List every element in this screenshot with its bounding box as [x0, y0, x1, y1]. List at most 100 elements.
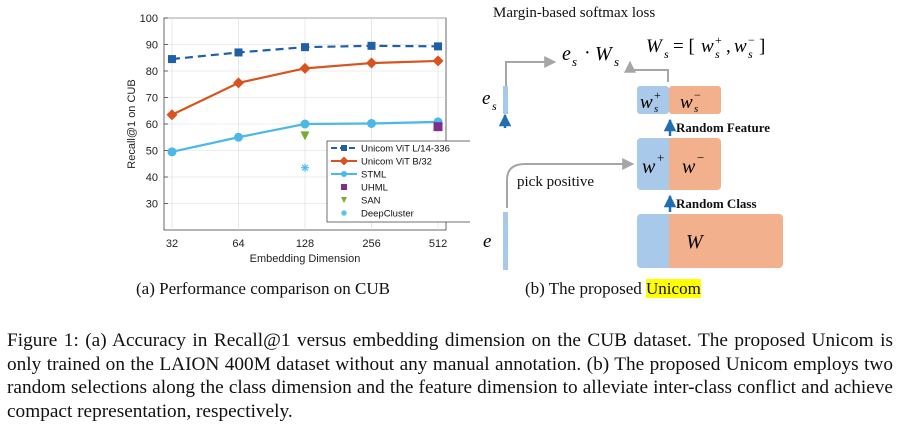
unicom-diagram: Margin-based softmax loss e s · W s W s …: [482, 5, 783, 270]
legend-label: DeepCluster: [361, 209, 414, 220]
e-label: e: [483, 231, 491, 252]
ws-block: w + s w − s: [637, 86, 721, 115]
svg-text:w: w: [680, 92, 693, 113]
W-block: W: [637, 214, 783, 268]
svg-text:s: s: [572, 54, 577, 69]
unicom-highlight: Unicom: [646, 279, 701, 298]
x-axis-label: Embedding Dimension: [250, 253, 361, 265]
series-unicom-vit-l-14-336: [167, 41, 443, 64]
loss-label: Margin-based softmax loss: [493, 5, 655, 21]
y-tick-label: 30: [146, 199, 158, 211]
svg-text:·: ·: [584, 42, 591, 64]
svg-text:−: −: [694, 88, 701, 102]
svg-text:+: +: [715, 33, 722, 47]
y-tick-label: 80: [146, 66, 158, 78]
svg-text:,: ,: [726, 36, 731, 57]
e-bar: [503, 212, 508, 270]
series-deepcluster: [301, 163, 309, 172]
svg-text:w: w: [642, 156, 656, 178]
y-tick-label: 60: [146, 119, 158, 131]
es-label: e s: [482, 88, 497, 113]
subcaption-a: (a) Performance comparison on CUB: [136, 279, 390, 298]
arrow-ws-to-product: [624, 60, 669, 82]
svg-text:s: s: [715, 47, 720, 61]
legend-label: Unicom ViT B/32: [361, 157, 432, 168]
svg-text:s: s: [492, 99, 497, 113]
data-point: [233, 132, 243, 142]
data-point: [341, 210, 347, 216]
recall-chart: 30 40 50 60 70 80 90 100 32 64 128 256 512 Embeddin…: [126, 13, 470, 265]
svg-text:+: +: [654, 88, 661, 102]
legend-label: STML: [361, 170, 386, 181]
legend-box: [326, 140, 470, 223]
y-tick-label: 70: [146, 93, 158, 105]
svg-text:]: ]: [759, 36, 765, 57]
x-tick-label: 512: [429, 238, 447, 250]
random-feature-label: Random Feature: [676, 120, 770, 135]
svg-text:s: s: [654, 103, 658, 115]
figure-caption: Figure 1: (a) Accuracy in Recall@1 versu…: [7, 330, 893, 422]
svg-text:w: w: [640, 92, 653, 113]
data-point: [341, 171, 347, 177]
series-unicom-vit-b-32: [166, 55, 444, 121]
data-point: [432, 55, 444, 67]
data-point: [341, 145, 347, 151]
data-point: [339, 156, 349, 166]
x-tick-labels: 32 64 128 256 512: [166, 238, 447, 250]
svg-text:e: e: [562, 43, 571, 65]
x-tick-label: 64: [232, 238, 244, 250]
data-point: [301, 163, 309, 172]
svg-text:e: e: [482, 88, 490, 109]
svg-text:+: +: [657, 150, 664, 165]
legend-item: DeepCluster: [341, 209, 414, 220]
data-point: [301, 43, 309, 52]
data-point: [234, 48, 243, 57]
pick-positive-arrow: [506, 158, 635, 208]
svg-text:W: W: [646, 36, 664, 57]
data-point: [166, 109, 178, 121]
legend-item: Unicom ViT L/14-336: [331, 144, 450, 155]
y-tick-labels: 30 40 50 60 70 80 90 100: [140, 13, 158, 211]
y-tick-label: 50: [146, 146, 158, 158]
legend-label: UHML: [361, 183, 388, 194]
svg-text:s: s: [694, 103, 698, 115]
y-tick-label: 100: [140, 13, 158, 25]
data-point: [367, 118, 377, 128]
data-point: [300, 119, 310, 129]
series-san: [300, 131, 310, 141]
arrow-es-to-product: [505, 56, 557, 86]
random-class-label: Random Class: [676, 196, 757, 211]
data-point: [366, 57, 378, 69]
svg-text:W: W: [595, 43, 614, 65]
asterisk-stroke: [301, 164, 309, 171]
legend-item: STML: [331, 170, 386, 181]
svg-text:w: w: [701, 36, 714, 57]
data-point: [433, 122, 443, 132]
data-point: [167, 55, 176, 64]
svg-text:w: w: [682, 156, 696, 178]
svg-text:s: s: [664, 47, 669, 61]
pick-positive-label: pick positive: [517, 174, 594, 190]
data-point: [434, 42, 443, 51]
data-point: [167, 147, 177, 157]
legend-item: UHML: [341, 183, 388, 194]
data-point: [232, 77, 244, 89]
legend-item: SAN: [341, 196, 381, 207]
data-point: [300, 131, 310, 141]
W-label: W: [686, 231, 705, 253]
legend-item: Unicom ViT B/32: [331, 156, 432, 168]
product-formula: e s · W s: [562, 42, 619, 69]
w-block: w + w −: [637, 138, 721, 190]
chart-legend: Unicom ViT L/14-336 Unicom ViT B/32 STML UH…: [326, 140, 470, 223]
data-point: [341, 197, 347, 203]
subcaption-b-prefix: (b) The proposed: [525, 279, 647, 298]
svg-text:−: −: [748, 33, 755, 47]
y-axis-label: Recall@1 on CUB: [126, 79, 138, 168]
svg-text:s: s: [614, 54, 619, 69]
y-tick-label: 90: [146, 40, 158, 52]
series-marks: [166, 41, 444, 172]
x-tick-label: 256: [362, 238, 380, 250]
data-point: [367, 41, 376, 50]
data-point: [299, 62, 311, 74]
ws-definition: W s = [ w + s , w − s ]: [646, 33, 765, 61]
